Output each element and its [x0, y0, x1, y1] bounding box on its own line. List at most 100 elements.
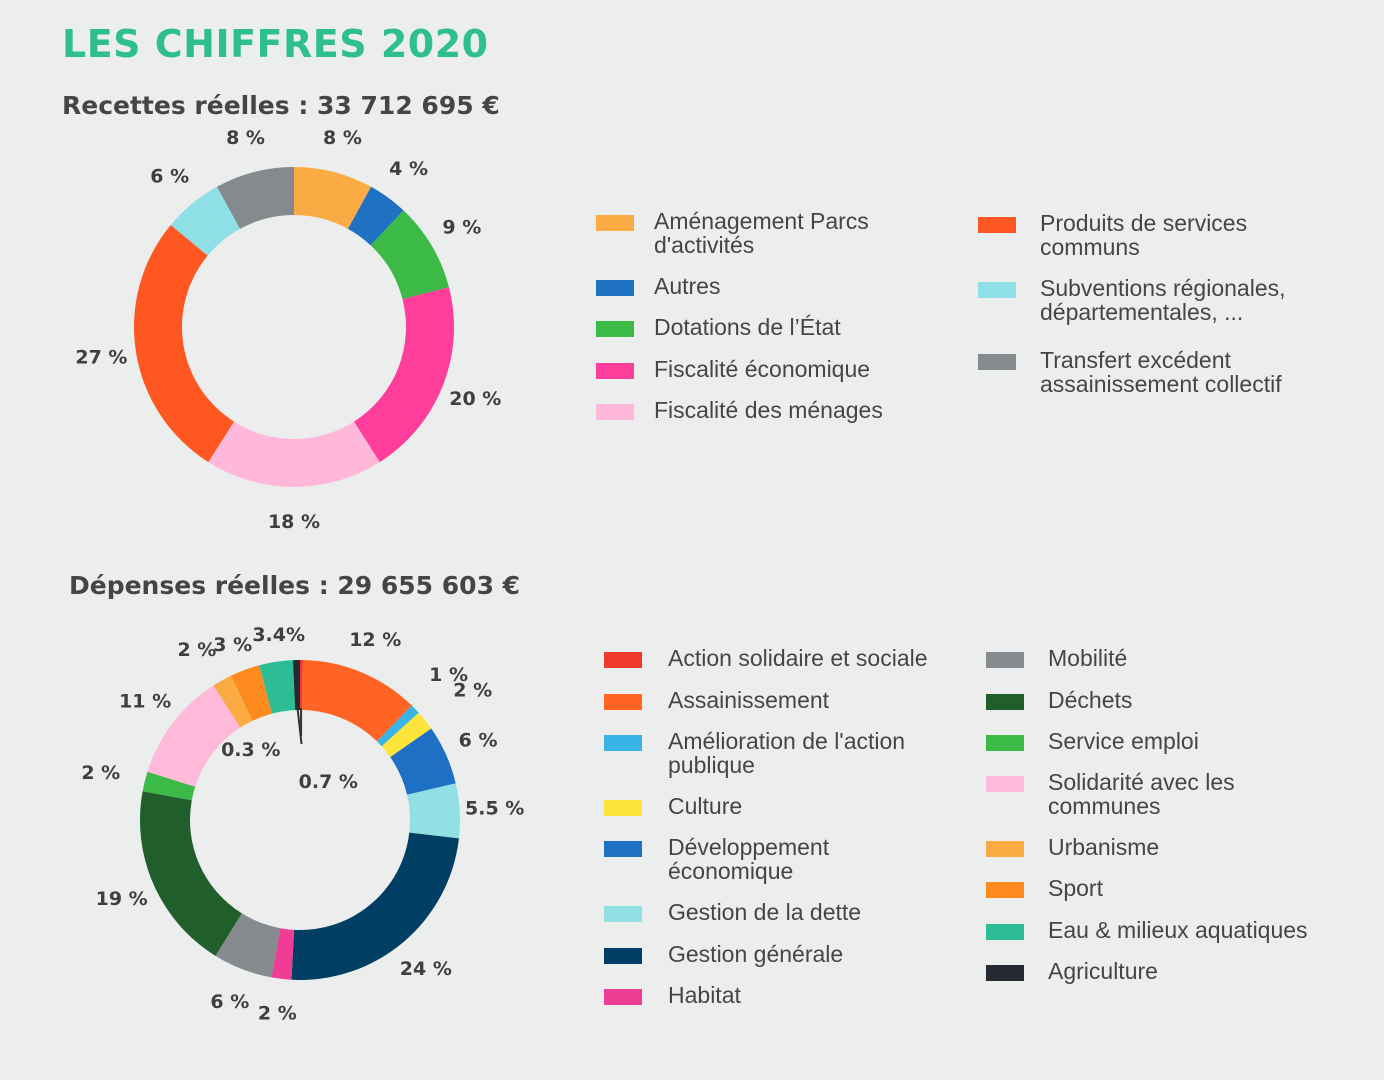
legend-label: Action solidaire et sociale [668, 645, 928, 671]
slice-service-emploi [142, 771, 196, 801]
legend-item: Transfert excédent assainissement collec… [978, 348, 1300, 396]
slice-amenagement-parcs-d-activites [294, 167, 372, 229]
legend-item: Habitat [604, 983, 928, 1007]
legend-label: Amélioration de l'action publique [668, 728, 906, 778]
slice-dotations-de-l-etat [370, 210, 449, 300]
legend-label: Aménagement Parcs d'activités [654, 208, 869, 258]
slice-urbanisme [213, 675, 253, 728]
value-label-fiscalite-des-menages: 18 % [268, 511, 320, 533]
legend-label: Service emploi [1048, 728, 1199, 754]
legend-label: Sport [1048, 875, 1103, 901]
slice-sport [230, 665, 272, 721]
legend-item: Autres [596, 274, 894, 298]
value-label-sport: 3 % [213, 634, 252, 656]
legend-label: Agriculture [1048, 958, 1158, 984]
legend-label: Habitat [668, 982, 741, 1008]
value-label-gestion-generale: 24 % [400, 958, 452, 980]
legend-item: Développement économique [604, 835, 908, 883]
value-label-developpement-economique: 6 % [459, 730, 498, 752]
legend-label: Solidarité avec les communes [1048, 769, 1235, 819]
value-label-autres: 4 % [389, 158, 428, 180]
legend-item: Dotations de l’État [596, 315, 894, 339]
legend-item: Gestion de la dette [604, 900, 928, 924]
slice-amelioration-de-l-action-publique [376, 705, 419, 747]
legend-label: Urbanisme [1048, 834, 1160, 860]
legend-item: Fiscalité des ménages [596, 398, 914, 422]
legend-swatch [978, 282, 1016, 298]
slice-gestion-de-la-dette [407, 783, 460, 839]
value-label-amelioration-de-l-action-publique: 1 % [429, 664, 468, 686]
legend-swatch [596, 280, 634, 296]
slice-fiscalite-des-menages [208, 421, 380, 487]
value-label-urbanisme: 2 % [177, 639, 216, 661]
legend-item: Eau & milieux aquatiques [986, 918, 1328, 942]
slice-agriculture [292, 660, 300, 711]
legend-item: Assainissement [604, 688, 938, 712]
legend-label: Fiscalité économique [654, 356, 871, 382]
legend-swatch [978, 354, 1016, 370]
value-label-action-solidaire-et-sociale: 0.3 % [221, 739, 280, 761]
slice-habitat [271, 928, 295, 980]
legend-swatch [596, 215, 634, 231]
legend-swatch [604, 652, 642, 668]
slice-autres [347, 186, 404, 246]
page-title: LES CHIFFRES 2020 [62, 22, 489, 66]
value-label-amenagement-parcs-d-activites: 8 % [323, 127, 362, 149]
legend-swatch [986, 776, 1024, 792]
legend-swatch [604, 989, 642, 1005]
legend-swatch [596, 321, 634, 337]
value-label-eau-milieux-aquatiques: 3.4% [252, 624, 305, 646]
value-label-fiscalite-economique: 20 % [449, 388, 501, 410]
legend-item: Gestion générale [604, 942, 928, 966]
legend-label: Culture [668, 793, 743, 819]
legend-swatch [978, 217, 1016, 233]
legend-swatch [986, 694, 1024, 710]
legend-item: Mobilité [986, 646, 1308, 670]
legend-swatch [986, 841, 1024, 857]
value-label-culture: 2 % [453, 680, 492, 702]
slice-transfert-excedent-assainissement-collectif [216, 167, 294, 229]
slice-developpement-economique [390, 728, 456, 795]
legend-item: Sport [986, 876, 1308, 900]
legend-label: Eau & milieux aquatiques [1048, 917, 1308, 943]
value-label-mobilite: 6 % [210, 991, 249, 1013]
legend-label: Mobilité [1048, 645, 1128, 671]
value-label-transfert-excedent-assainissement-collectif: 8 % [226, 127, 265, 149]
legend-label: Gestion générale [668, 941, 844, 967]
value-label-solidarite-avec-les-communes: 11 % [119, 691, 171, 713]
value-label-produits-de-services-communs: 27 % [75, 347, 127, 369]
depenses-donut-chart: 0.3 %12 %1 %2 %6 %5.5 %24 %2 %6 %19 %2 %… [81, 624, 524, 1024]
legend-swatch [604, 800, 642, 816]
legend-item: Fiscalité économique [596, 357, 904, 381]
legend-item: Déchets [986, 688, 1308, 712]
legend-label: Subventions régionales, départementales,… [1040, 275, 1286, 325]
slice-fiscalite-economique [354, 287, 454, 463]
slice-produits-de-services-communs [133, 225, 234, 463]
legend-swatch [604, 948, 642, 964]
slice-solidarite-avec-les-communes [147, 685, 241, 787]
legend-item: Service emploi [986, 729, 1308, 753]
legend-label: Transfert excédent assainissement collec… [1040, 347, 1282, 397]
legend-label: Développement économique [668, 834, 830, 884]
value-label-gestion-de-la-dette: 5.5 % [465, 798, 524, 820]
slice-dechets [140, 791, 242, 956]
legend-label: Dotations de l’État [654, 314, 841, 340]
legend-swatch [596, 363, 634, 379]
legend-swatch [986, 965, 1024, 981]
value-label-subventions-regionales-departementales: 6 % [150, 166, 189, 188]
legend-swatch [596, 404, 634, 420]
legend-item: Subventions régionales, départementales,… [978, 276, 1300, 324]
legend-label: Produits de services communs [1040, 210, 1248, 260]
legend-swatch [986, 882, 1024, 898]
leader-line [296, 707, 303, 745]
legend-swatch [604, 735, 642, 751]
legend-swatch [604, 906, 642, 922]
legend-label: Déchets [1048, 687, 1133, 713]
legend-item: Aménagement Parcs d'activités [596, 209, 894, 257]
legend-item: Amélioration de l'action publique [604, 729, 928, 777]
legend-item: Agriculture [986, 959, 1308, 983]
legend-swatch [986, 652, 1024, 668]
legend-swatch [604, 694, 642, 710]
recettes-donut-chart: 8 % 4 % 9 % 20 % 18 % 27 % 6 % 8 % [75, 127, 501, 533]
slice-assainissement [302, 660, 412, 742]
